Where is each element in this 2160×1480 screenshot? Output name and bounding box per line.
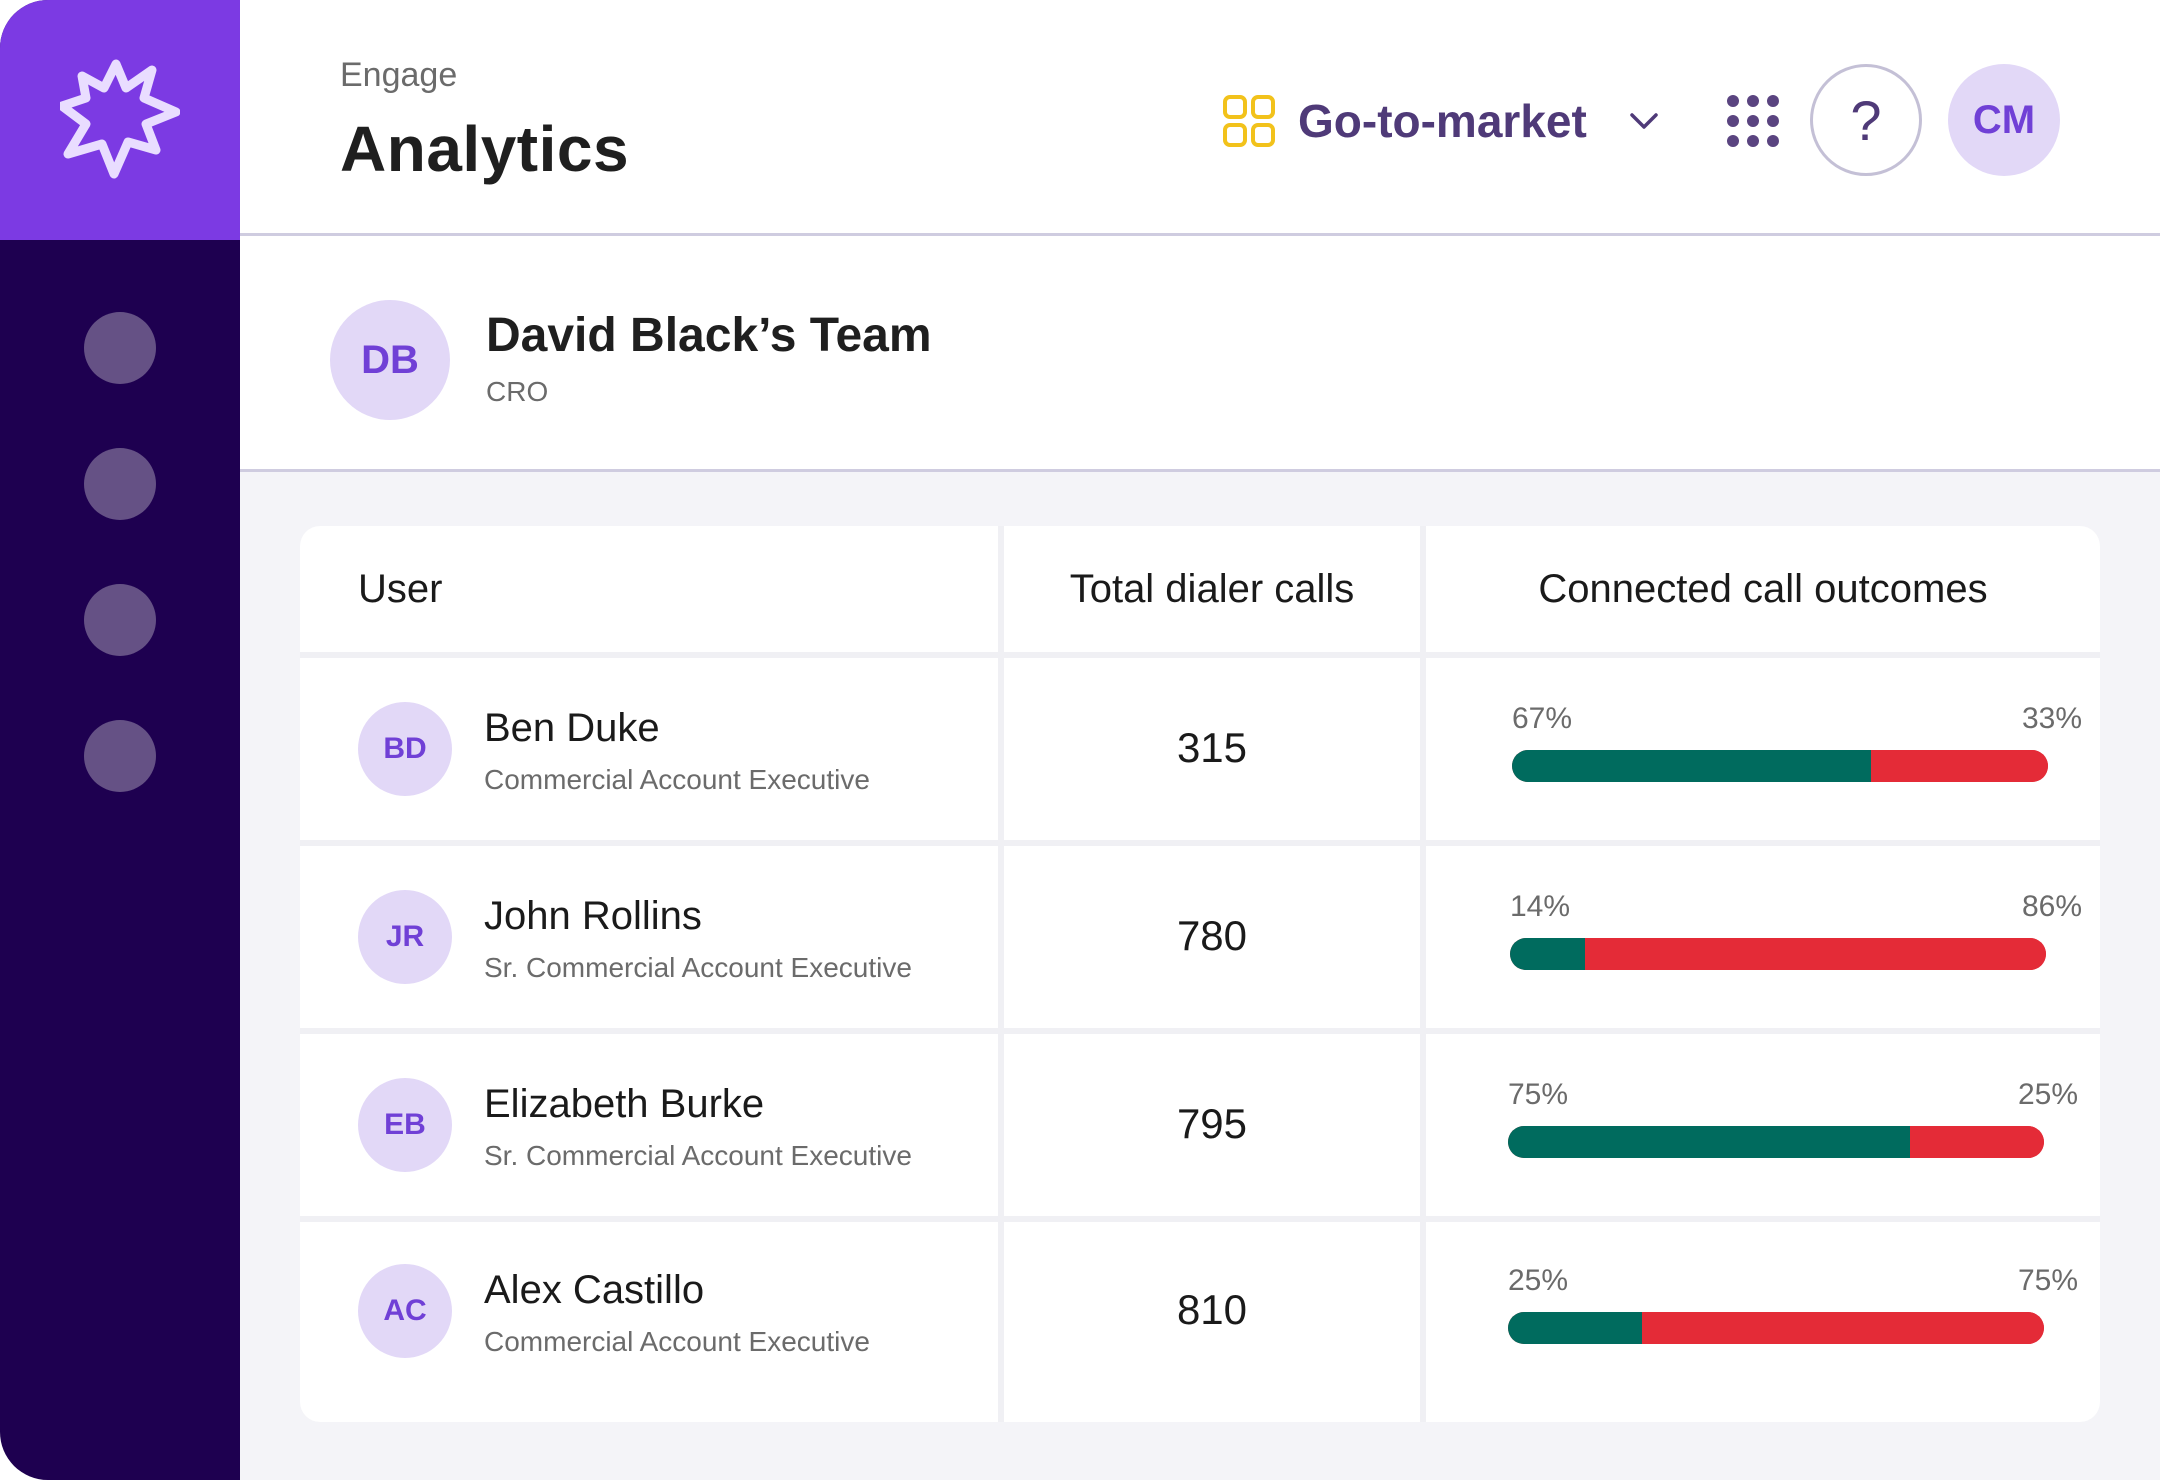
negative-percent: 33% xyxy=(2021,702,2082,735)
negative-percent: 75% xyxy=(2017,1264,2078,1297)
user-name: Alex Castillo xyxy=(484,1268,705,1312)
starburst-logo-icon xyxy=(60,59,180,179)
sidebar-nav-item-2[interactable] xyxy=(84,448,156,520)
table-row-user[interactable]: JR John Rollins Sr. Commercial Account E… xyxy=(300,846,998,1028)
user-title: Commercial Account Executive xyxy=(484,1326,870,1357)
sidebar xyxy=(0,0,240,1480)
negative-percent: 25% xyxy=(2017,1078,2078,1111)
column-header-call-outcomes[interactable]: Connected call outcomes xyxy=(1426,526,2100,652)
table-row-outcomes: 75% 25% xyxy=(1426,1034,2100,1216)
four-squares-icon xyxy=(1223,95,1275,147)
outcome-bar xyxy=(1510,938,2046,970)
user-name: Elizabeth Burke xyxy=(484,1082,765,1126)
outcome-bar-positive xyxy=(1508,1312,1642,1344)
calls-value: 795 xyxy=(1176,1100,1248,1147)
positive-percent: 14% xyxy=(1510,890,1571,923)
user-name: Ben Duke xyxy=(484,706,660,750)
page-header: Engage Analytics Go-to-market ? CM xyxy=(240,0,2160,236)
outcome-bar-negative xyxy=(1910,1126,2044,1158)
user-title: Sr. Commercial Account Executive xyxy=(484,1140,912,1171)
outcome-bar xyxy=(1508,1312,2044,1344)
table-row-outcomes: 67% 33% xyxy=(1426,658,2100,840)
logo[interactable] xyxy=(0,0,240,240)
positive-percent: 75% xyxy=(1508,1078,1569,1111)
calls-value: 810 xyxy=(1176,1286,1248,1333)
column-header-total-calls[interactable]: Total dialer calls xyxy=(1004,526,1420,652)
table-row-calls: 780 xyxy=(1004,846,1420,1028)
table-row-calls: 810 xyxy=(1004,1222,1420,1422)
user-avatar[interactable]: CM xyxy=(1948,64,2060,176)
content-area: User Total dialer calls Connected call o… xyxy=(240,472,2160,1480)
avatar: AC xyxy=(358,1264,452,1358)
table-row-user[interactable]: BD Ben Duke Commercial Account Executive xyxy=(300,658,998,840)
table-row-outcomes: 14% 86% xyxy=(1426,846,2100,1028)
table-row-outcomes: 25% 75% xyxy=(1426,1222,2100,1422)
positive-percent: 25% xyxy=(1508,1264,1569,1297)
table-row-user[interactable]: AC Alex Castillo Commercial Account Exec… xyxy=(300,1222,998,1422)
sidebar-nav-item-1[interactable] xyxy=(84,312,156,384)
negative-percent: 86% xyxy=(2021,890,2082,923)
column-header-user[interactable]: User xyxy=(300,526,998,652)
team-role: CRO xyxy=(486,376,549,407)
breadcrumb[interactable]: Engage xyxy=(340,56,458,94)
team-header: DB David Black’s Team CRO xyxy=(240,236,2160,472)
outcome-bar-positive xyxy=(1512,750,1872,782)
sidebar-nav-item-4[interactable] xyxy=(84,720,156,792)
avatar: EB xyxy=(358,1078,452,1172)
outcome-bar xyxy=(1512,750,2048,782)
outcome-bar xyxy=(1508,1126,2044,1158)
calls-value: 780 xyxy=(1176,912,1248,959)
avatar: BD xyxy=(358,702,452,796)
positive-percent: 67% xyxy=(1512,702,1573,735)
page-title: Analytics xyxy=(340,113,630,185)
help-button[interactable]: ? xyxy=(1810,64,1922,176)
team-name: David Black’s Team xyxy=(486,309,932,362)
workspace-selector[interactable]: Go-to-market xyxy=(1222,90,1661,152)
outcome-bar-negative xyxy=(1585,938,2046,970)
analytics-table: User Total dialer calls Connected call o… xyxy=(300,526,2100,1422)
user-title: Commercial Account Executive xyxy=(484,764,870,795)
outcome-bar-negative xyxy=(1642,1312,2044,1344)
table-row-calls: 315 xyxy=(1004,658,1420,840)
table-row-user[interactable]: EB Elizabeth Burke Sr. Commercial Accoun… xyxy=(300,1034,998,1216)
outcome-bar-positive xyxy=(1510,938,1586,970)
calls-value: 315 xyxy=(1176,724,1248,771)
outcome-bar-positive xyxy=(1508,1126,1910,1158)
user-name: John Rollins xyxy=(484,894,702,938)
outcome-bar-negative xyxy=(1871,750,2048,782)
apps-grid-icon[interactable] xyxy=(1726,94,1780,148)
table-row-calls: 795 xyxy=(1004,1034,1420,1216)
avatar: JR xyxy=(358,890,452,984)
sidebar-nav-item-3[interactable] xyxy=(84,584,156,656)
user-title: Sr. Commercial Account Executive xyxy=(484,952,912,983)
workspace-label: Go-to-market xyxy=(1298,95,1587,147)
chevron-down-icon[interactable] xyxy=(1627,104,1661,138)
team-avatar: DB xyxy=(330,300,450,420)
